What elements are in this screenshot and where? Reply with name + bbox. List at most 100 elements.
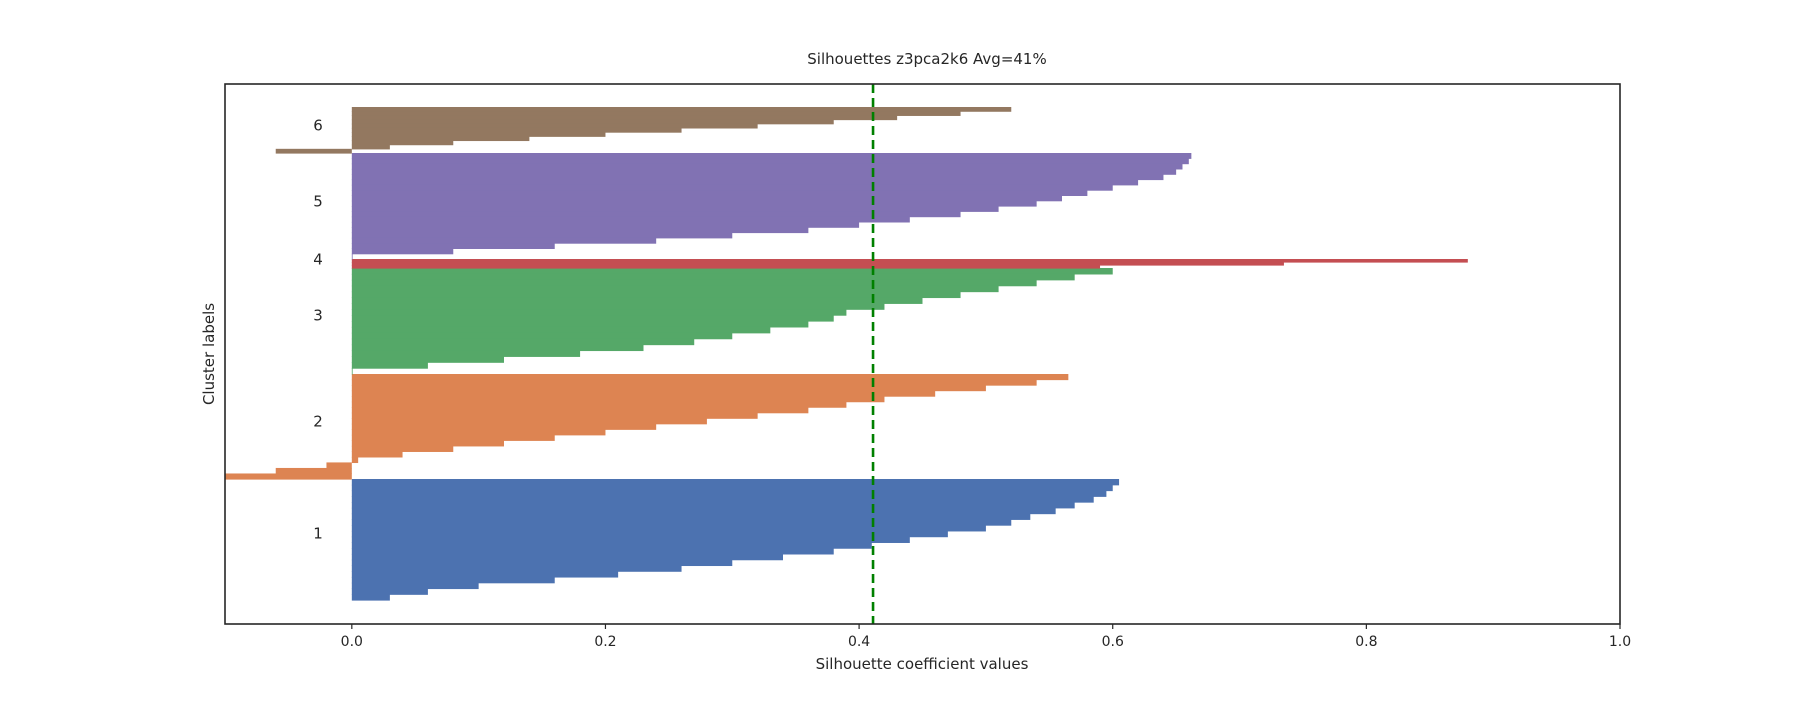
silhouette-bar	[351, 259, 1468, 263]
silhouette-bar	[351, 445, 454, 452]
silhouette-bar	[351, 412, 758, 419]
silhouette-bar	[351, 127, 682, 133]
silhouette-bar	[351, 396, 885, 403]
silhouette-bar	[351, 132, 606, 137]
silhouette-bar	[351, 374, 1069, 381]
plot-frame	[224, 83, 1621, 625]
silhouette-bar	[351, 303, 885, 310]
silhouette-bar	[351, 115, 898, 121]
silhouette-bar	[351, 379, 1037, 386]
silhouette-bar	[351, 456, 359, 464]
silhouette-bar	[351, 440, 504, 447]
silhouette-bar	[351, 140, 454, 146]
silhouette-bar	[351, 119, 834, 125]
silhouette-bar	[351, 356, 504, 363]
silhouette-bar	[351, 184, 1113, 191]
silhouette-bar	[351, 107, 1012, 112]
cluster-5-silhouette	[351, 153, 1192, 260]
silhouette-bar	[351, 525, 986, 532]
silhouette-bar	[351, 111, 961, 116]
cluster-4-silhouette	[351, 259, 1468, 269]
silhouette-bar	[351, 536, 910, 543]
silhouette-bar	[351, 158, 1189, 165]
silhouette-bar	[351, 502, 1075, 509]
x-tick-label: 1.0	[1609, 634, 1631, 650]
silhouette-bar	[351, 451, 403, 458]
silhouette-bar	[351, 253, 353, 260]
silhouette-bar	[351, 423, 657, 430]
silhouette-bar	[351, 368, 353, 375]
cluster-label-5: 5	[313, 193, 323, 211]
silhouette-bar	[351, 273, 1075, 281]
silhouette-bar	[351, 285, 999, 293]
silhouette-bar	[351, 136, 530, 142]
silhouette-bar	[225, 473, 352, 480]
clusters-layer	[225, 107, 1468, 601]
silhouette-bar	[351, 594, 390, 601]
cluster-1-silhouette	[351, 479, 1120, 601]
silhouette-bar	[351, 221, 860, 228]
cluster-label-4: 4	[313, 251, 323, 269]
silhouette-bar	[351, 315, 834, 322]
cluster-3-silhouette	[351, 268, 1113, 375]
silhouette-bar	[351, 232, 733, 239]
cluster-label-6: 6	[313, 117, 323, 135]
silhouette-bar	[351, 206, 999, 212]
silhouette-bar	[351, 326, 771, 334]
silhouette-bar	[351, 565, 682, 572]
silhouette-bar	[351, 344, 644, 352]
x-tick-label: 0.8	[1355, 634, 1377, 650]
silhouette-bar	[351, 195, 1062, 202]
silhouette-bar	[351, 268, 1113, 275]
silhouette-bar	[351, 519, 1012, 526]
silhouette-bar	[351, 163, 1183, 170]
silhouette-bar	[351, 237, 657, 244]
cluster-label-2: 2	[313, 413, 323, 431]
chart-title: Silhouettes z3pca2k6 Avg=41%	[807, 50, 1046, 68]
silhouette-bar	[351, 338, 695, 346]
cluster-label-1: 1	[313, 525, 323, 543]
silhouette-bar	[326, 462, 352, 469]
silhouette-bar	[351, 144, 390, 150]
silhouette-bar	[351, 168, 1177, 175]
silhouette-bar	[351, 123, 758, 129]
silhouette-bar	[351, 262, 1284, 266]
silhouette-bar	[351, 362, 428, 369]
silhouette-bar	[351, 484, 1113, 492]
silhouette-bar	[351, 190, 1088, 196]
silhouette-bar	[351, 479, 1120, 486]
silhouette-bar	[351, 548, 834, 555]
silhouette-bar	[351, 179, 1139, 186]
x-tick-label: 0.2	[594, 634, 616, 650]
silhouette-bar	[351, 248, 454, 255]
x-tick-label: 0.0	[341, 634, 363, 650]
silhouette-bar	[275, 467, 352, 475]
silhouette-bar	[351, 434, 555, 441]
silhouette-bar	[351, 216, 910, 223]
silhouette-bar	[351, 243, 555, 249]
silhouette-bar	[351, 553, 783, 561]
silhouette-bar	[351, 559, 733, 567]
silhouette-bar	[351, 407, 809, 414]
silhouette-bar	[351, 153, 1192, 159]
silhouette-bar	[351, 309, 847, 316]
cluster-6-silhouette	[275, 107, 1012, 154]
silhouette-bar	[351, 227, 809, 234]
silhouette-bar	[351, 530, 948, 538]
cluster-2-silhouette	[225, 374, 1069, 480]
silhouette-bar	[351, 350, 581, 357]
silhouette-bar	[351, 200, 1037, 207]
silhouette-bar	[351, 297, 923, 304]
silhouette-bar	[275, 148, 352, 154]
silhouette-bar	[351, 507, 1056, 515]
x-tick-label: 0.4	[848, 634, 870, 650]
silhouette-bar	[351, 513, 1031, 520]
cluster-label-3: 3	[313, 307, 323, 325]
silhouette-bar	[351, 265, 1101, 269]
silhouette-bar	[351, 385, 986, 392]
y-axis-label: Cluster labels	[200, 303, 218, 405]
silhouette-bar	[351, 332, 733, 340]
silhouette-bar	[351, 174, 1164, 181]
